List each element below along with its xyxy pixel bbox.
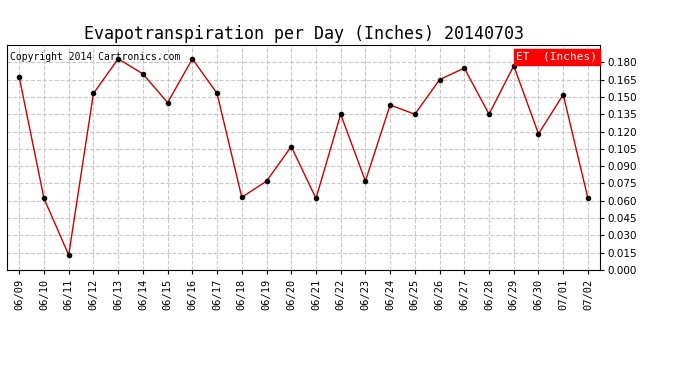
Text: Copyright 2014 Cartronics.com: Copyright 2014 Cartronics.com: [10, 52, 180, 62]
Title: Evapotranspiration per Day (Inches) 20140703: Evapotranspiration per Day (Inches) 2014…: [83, 26, 524, 44]
Text: ET  (Inches): ET (Inches): [516, 52, 598, 62]
